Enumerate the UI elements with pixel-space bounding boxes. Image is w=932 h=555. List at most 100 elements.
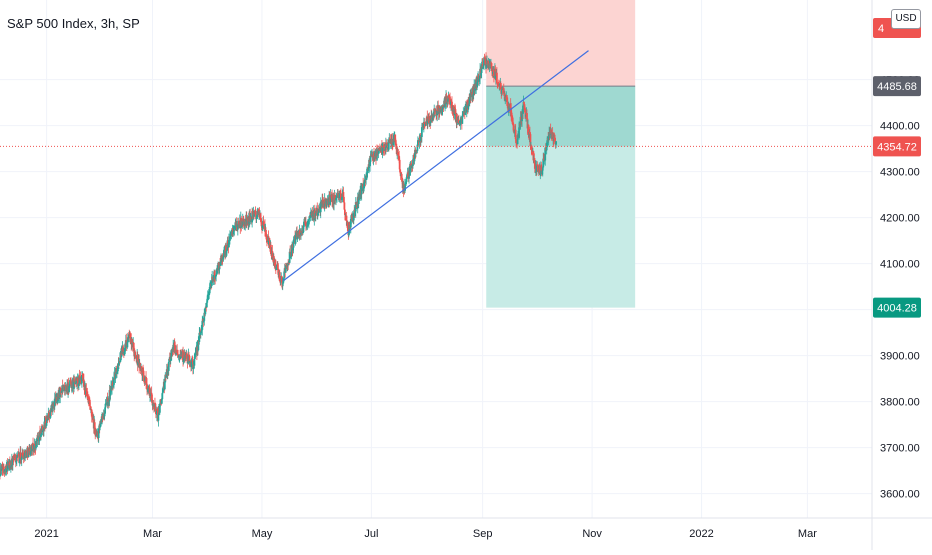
candle [478, 75, 481, 87]
candle-body [90, 410, 93, 417]
candle-body [501, 88, 504, 90]
candle-body [457, 119, 460, 124]
candle-body [143, 381, 146, 382]
trendline[interactable] [283, 50, 589, 282]
candle [244, 218, 247, 231]
candle [510, 102, 513, 121]
candle [206, 290, 209, 299]
candle [87, 394, 90, 407]
price-label-text: 4 [878, 23, 884, 35]
candle-body [262, 221, 265, 226]
candle-body [467, 105, 470, 109]
price-tick-label: 3700.00 [880, 443, 920, 455]
candle [523, 103, 526, 110]
candle-body [118, 361, 120, 365]
candle [362, 185, 365, 193]
candle [73, 374, 75, 393]
candle [464, 103, 467, 116]
candle-body [508, 105, 511, 107]
candle-body [302, 232, 304, 233]
candle [409, 160, 412, 171]
candle [507, 101, 510, 116]
candle-body [477, 75, 480, 81]
candle-body [302, 226, 305, 233]
candle-body [15, 460, 18, 463]
candle [227, 236, 229, 244]
candle-body [257, 209, 260, 216]
candle-body [131, 338, 134, 343]
candle-body [137, 361, 140, 366]
candle-body [445, 96, 448, 104]
candle-body [431, 118, 434, 120]
candle-body [530, 145, 533, 150]
candle-body [524, 108, 526, 113]
candle-body [26, 448, 29, 457]
candle [281, 277, 284, 291]
candle [207, 288, 210, 300]
candle [333, 202, 335, 211]
candle-body [343, 209, 346, 216]
candle [332, 192, 335, 210]
candle-body [117, 363, 119, 372]
candle [18, 458, 21, 467]
candle-body [160, 398, 163, 404]
candle [526, 109, 528, 121]
candle-body [3, 466, 5, 471]
candle-body [250, 217, 253, 220]
candle-body [19, 452, 22, 459]
candle-body [335, 197, 338, 199]
candle [388, 133, 391, 144]
candle [512, 122, 515, 131]
short-position-tool[interactable] [486, 0, 636, 308]
candle [126, 333, 129, 348]
candle [154, 397, 156, 405]
candle-body [282, 281, 285, 284]
candle-body [300, 232, 302, 235]
candle-body [554, 139, 556, 143]
price-axis[interactable]: 3600.003700.003800.003900.004000.004100.… [873, 18, 921, 501]
candle-body [186, 358, 189, 364]
candle-body [410, 163, 412, 165]
candle [0, 466, 3, 475]
candle [188, 354, 191, 368]
candle [260, 217, 263, 231]
candle-body [260, 222, 263, 227]
candle-body [492, 71, 494, 74]
candle-body [360, 187, 363, 195]
candle-body [415, 149, 418, 153]
candle-body [8, 462, 11, 466]
candle-body [515, 139, 518, 143]
candle-body [49, 412, 52, 418]
candle-body [29, 451, 32, 455]
candle-body [419, 135, 422, 141]
candle [363, 174, 366, 189]
candle-body [62, 384, 65, 391]
candle-body [90, 409, 93, 411]
candle-body [256, 211, 259, 215]
candle [148, 384, 151, 399]
stop-loss-zone[interactable] [486, 0, 636, 87]
candle-body [428, 116, 431, 124]
candle-body [93, 422, 96, 428]
time-axis[interactable]: 2021 Mar May Jul Sep Nov 2022 Mar [34, 528, 817, 540]
candle [335, 195, 337, 206]
candle-body [446, 101, 449, 103]
candle-body [200, 330, 203, 333]
candle [373, 150, 376, 162]
candle [229, 230, 231, 245]
currency-badge[interactable]: USD [891, 9, 921, 29]
candle-body [214, 275, 217, 279]
candle [319, 197, 322, 219]
candle [532, 150, 535, 164]
candle-body [311, 214, 314, 216]
candle-body [466, 104, 469, 106]
candle-body [370, 153, 373, 157]
candle [522, 104, 524, 119]
candle-body [163, 382, 166, 390]
candle [146, 378, 148, 396]
candle [226, 237, 229, 251]
candle-body [207, 294, 210, 296]
candle-body [192, 364, 195, 370]
